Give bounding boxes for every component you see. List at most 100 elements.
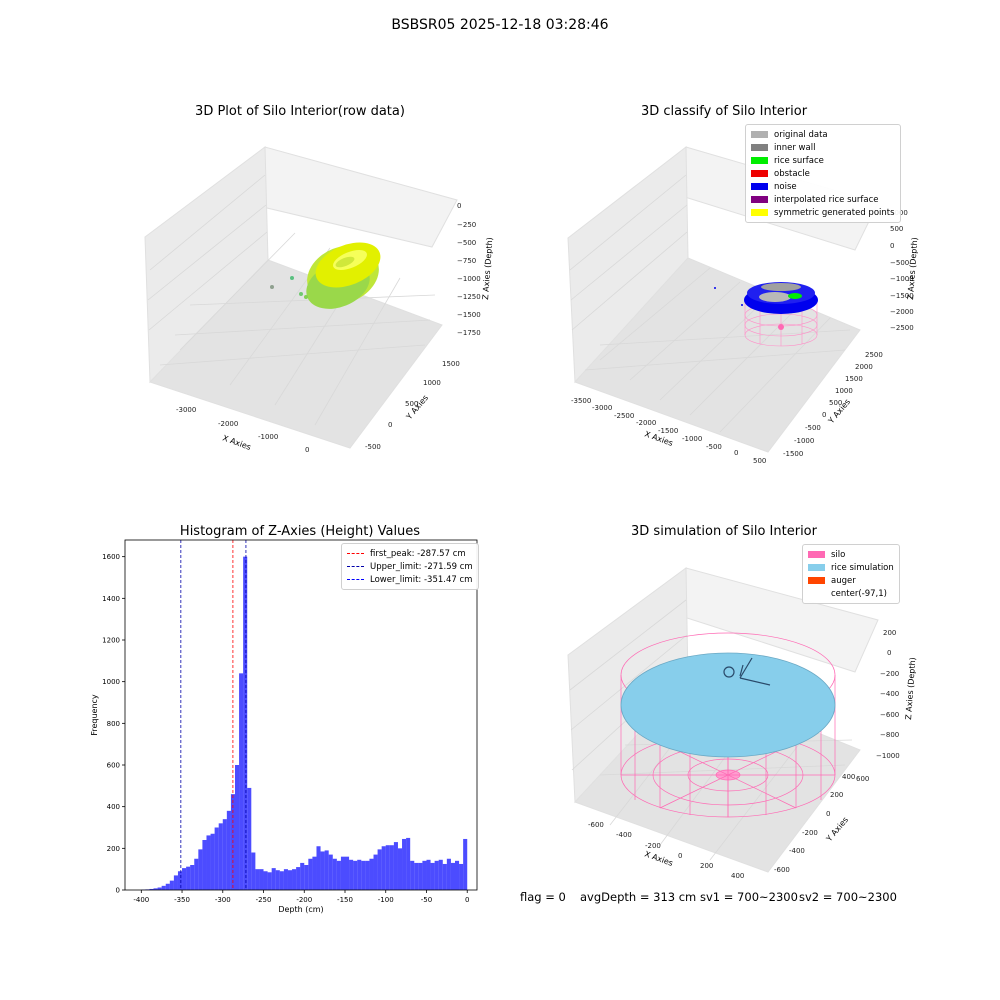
histogram-bar [389, 845, 394, 890]
panel4-legend: silo rice simulation auger center(-97,1) [802, 544, 900, 604]
y-tick-label: 1200 [102, 637, 120, 645]
p2-zlabel: Z Axies (Depth) [906, 237, 919, 300]
panel2-3d-axes: -3500 -3000 -2500 -2000 -1500 -1000 -500… [567, 145, 919, 465]
p2-x-ticks: -3500 -3000 -2500 -2000 -1500 -1000 -500… [571, 397, 766, 465]
histogram-bar [340, 856, 345, 890]
legend-item: original data [751, 128, 895, 141]
histogram-bar [296, 867, 301, 890]
histogram-bar [194, 858, 199, 890]
svg-text:0: 0 [388, 421, 392, 429]
svg-text:−800: −800 [880, 731, 899, 739]
status-sv1: sv1 = 700~2300 [700, 890, 798, 904]
x-tick-label: -350 [174, 896, 190, 904]
svg-text:0: 0 [890, 242, 894, 250]
histogram-bar [381, 846, 386, 890]
svg-text:600: 600 [856, 775, 869, 783]
histogram-bar [377, 849, 382, 890]
histogram-bar [434, 860, 439, 890]
panel3-title: Histogram of Z-Axies (Height) Values [179, 524, 421, 539]
histogram-bar [414, 862, 419, 890]
histogram-bar [328, 854, 333, 890]
histogram-bar [222, 819, 227, 890]
histogram-bar [149, 888, 154, 890]
histogram-bar [345, 856, 350, 890]
svg-text:−200: −200 [880, 670, 899, 678]
svg-text:0: 0 [457, 202, 461, 210]
x-tick-label: -150 [337, 896, 353, 904]
histogram-bar [463, 838, 468, 890]
legend-item: silo [808, 548, 894, 561]
histogram-bars [141, 556, 468, 890]
histogram-bar [235, 765, 240, 890]
svg-text:−500: −500 [457, 239, 476, 247]
y-tick-label: 600 [107, 762, 120, 770]
legend-swatch [808, 564, 825, 571]
p1-point-cloud [270, 242, 381, 309]
svg-text:−1000: −1000 [890, 275, 914, 283]
p2-y-ticks: -1500 -1000 -500 0 500 1000 1500 2000 25… [783, 351, 883, 458]
histogram-chart: -400 -350 -300 -250 -200 -150 -100 -50 0 0 200 400… [90, 539, 478, 914]
svg-text:500: 500 [890, 225, 903, 233]
histogram-bar [173, 875, 178, 890]
histogram-bar [267, 872, 272, 890]
histogram-bar [402, 838, 407, 890]
svg-text:−400: −400 [880, 690, 899, 698]
status-sv2: sv2 = 700~2300 [799, 890, 897, 904]
histogram-bar [206, 835, 211, 890]
histogram-xlabel: Depth (cm) [278, 905, 323, 914]
legend-swatch [808, 551, 825, 558]
histogram-bar [292, 869, 297, 890]
histogram-bar [455, 860, 460, 890]
svg-text:200: 200 [883, 629, 896, 637]
histogram-bar [202, 840, 207, 890]
p4-y-ticks: -600 -400 -200 0 200 400 600 [774, 773, 869, 874]
legend-item: rice simulation [808, 561, 894, 574]
histogram-bar [279, 871, 284, 890]
svg-text:-2500: -2500 [614, 412, 634, 420]
histogram-bar [210, 833, 215, 890]
svg-text:-200: -200 [645, 842, 661, 850]
p2-point-cloud [714, 282, 818, 314]
histogram-bar [251, 852, 256, 890]
histogram-bar [182, 868, 187, 890]
svg-text:500: 500 [753, 457, 766, 465]
svg-text:0: 0 [734, 449, 738, 457]
svg-text:−1750: −1750 [457, 329, 481, 337]
histogram-bar [312, 856, 317, 890]
legend-swatch [808, 577, 825, 584]
histogram-bar [153, 888, 158, 890]
histogram-bar [165, 883, 170, 890]
p1-zlabel: Z Axies (Depth) [481, 237, 494, 300]
histogram-bar [304, 865, 309, 890]
histogram-bar [385, 845, 390, 890]
svg-text:−600: −600 [880, 711, 899, 719]
svg-text:2500: 2500 [865, 351, 883, 359]
histogram-bar [161, 885, 166, 890]
legend-item: auger [808, 574, 894, 587]
legend-swatch [808, 590, 825, 597]
y-tick-label: 800 [107, 720, 120, 728]
panel2-title: 3D classify of Silo Interior [640, 104, 808, 119]
histogram-bar [177, 871, 183, 890]
histogram-bar [324, 850, 329, 890]
legend-swatch [751, 170, 768, 177]
panel2-legend: original data inner wall rice surface ob… [745, 124, 901, 223]
histogram-bar [190, 865, 195, 890]
p4-z-ticks: 200 0 −200 −400 −600 −800 −1000 [876, 629, 900, 760]
histogram-bar [239, 673, 244, 890]
histogram-bar [275, 870, 280, 890]
y-tick-label: 1600 [102, 553, 120, 561]
p1-y-ticks: -500 0 500 1000 1500 [365, 360, 460, 451]
histogram-bar [422, 860, 427, 890]
x-tick-label: -250 [256, 896, 272, 904]
histogram-bar [365, 860, 370, 890]
legend-swatch [751, 157, 768, 164]
histogram-bar [357, 859, 362, 890]
x-tick-label: 0 [465, 896, 469, 904]
svg-text:−2000: −2000 [890, 308, 914, 316]
histogram-bar [426, 859, 431, 890]
legend-item: interpolated rice surface [751, 193, 895, 206]
panel4-3d-axes: -600 -400 -200 0 200 400 X Axies -600 -4… [567, 567, 917, 880]
histogram-bar [393, 842, 398, 890]
panel4-title: 3D simulation of Silo Interior [631, 524, 817, 539]
